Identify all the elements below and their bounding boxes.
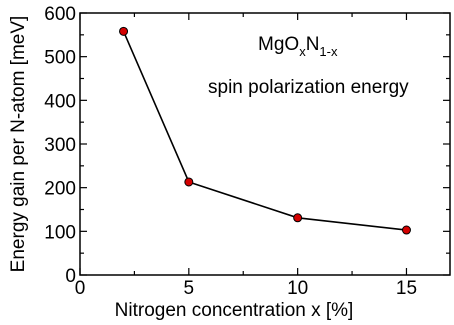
series-layer xyxy=(119,26,411,235)
formula-sub1: x xyxy=(299,44,306,59)
x-tick-label: 15 xyxy=(396,278,417,299)
y-tick-label: 200 xyxy=(44,179,76,200)
x-axis-title: Nitrogen concentration x [%] xyxy=(115,300,354,321)
y-axis-title: Energy gain per N-atom [meV] xyxy=(8,16,29,273)
formula-base: MgO xyxy=(258,34,299,55)
series-line xyxy=(122,31,407,231)
axis-tick-labels: 0 5 10 15 0 100 200 300 400 500 600 xyxy=(44,4,417,299)
x-tick-label: 5 xyxy=(184,278,195,299)
formula-mid: N xyxy=(306,34,320,55)
data-point xyxy=(293,213,303,223)
y-tick-label: 600 xyxy=(44,4,76,25)
y-tick-label: 100 xyxy=(44,222,76,243)
y-tick-label: 400 xyxy=(44,91,76,112)
formula-sub2: 1-x xyxy=(319,44,338,59)
y-tick-label: 500 xyxy=(44,48,76,69)
data-point xyxy=(184,177,194,187)
formula-annotation: MgOxN1-x xyxy=(258,34,338,59)
data-point xyxy=(119,26,129,36)
y-tick-label: 0 xyxy=(65,266,76,287)
x-tick-label: 10 xyxy=(287,278,308,299)
axis-ticks xyxy=(79,12,450,276)
subtitle-annotation: spin polarization energy xyxy=(208,77,409,98)
y-tick-label: 300 xyxy=(44,135,76,156)
data-point xyxy=(401,225,411,235)
x-tick-label: 0 xyxy=(75,278,86,299)
